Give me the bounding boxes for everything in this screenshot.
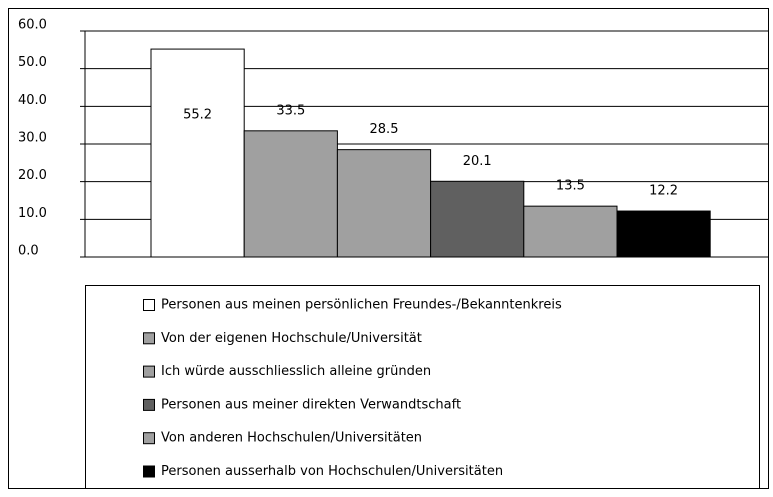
value-label: 12.2 xyxy=(649,184,678,199)
value-label: 55.2 xyxy=(183,108,212,123)
y-tick-label: 30.0 xyxy=(18,131,47,146)
legend-label: Von anderen Hochschulen/Universitäten xyxy=(161,431,422,446)
y-tick-label: 20.0 xyxy=(18,168,47,183)
bar xyxy=(430,180,525,258)
bar xyxy=(523,205,618,258)
bar xyxy=(616,210,711,258)
y-tick-label: 40.0 xyxy=(18,93,47,108)
legend-swatch xyxy=(143,465,155,478)
value-label: 33.5 xyxy=(276,103,305,118)
y-tick-label: 60.0 xyxy=(18,18,47,33)
bar xyxy=(336,149,432,258)
legend-label: Ich würde ausschliesslich alleine gründe… xyxy=(161,364,431,379)
legend-box xyxy=(85,285,760,489)
value-label: 13.5 xyxy=(556,179,585,194)
legend-swatch xyxy=(143,332,155,345)
value-label: 28.5 xyxy=(370,122,399,137)
legend-label: Personen ausserhalb von Hochschulen/Univ… xyxy=(161,464,503,479)
value-label: 20.1 xyxy=(463,154,492,169)
legend-label: Von der eigenen Hochschule/Universität xyxy=(161,331,422,346)
legend-swatch xyxy=(143,398,155,411)
legend-label: Personen aus meinen persönlichen Freunde… xyxy=(161,298,562,313)
legend-swatch xyxy=(143,432,155,445)
legend-label: Personen aus meiner direkten Verwandtsch… xyxy=(161,397,461,412)
y-tick-label: 0.0 xyxy=(18,244,39,259)
bar xyxy=(243,130,338,258)
legend-swatch xyxy=(143,365,155,378)
y-tick-label: 50.0 xyxy=(18,55,47,70)
legend-swatch xyxy=(143,299,155,311)
bar xyxy=(150,48,245,258)
y-tick-label: 10.0 xyxy=(18,206,47,221)
